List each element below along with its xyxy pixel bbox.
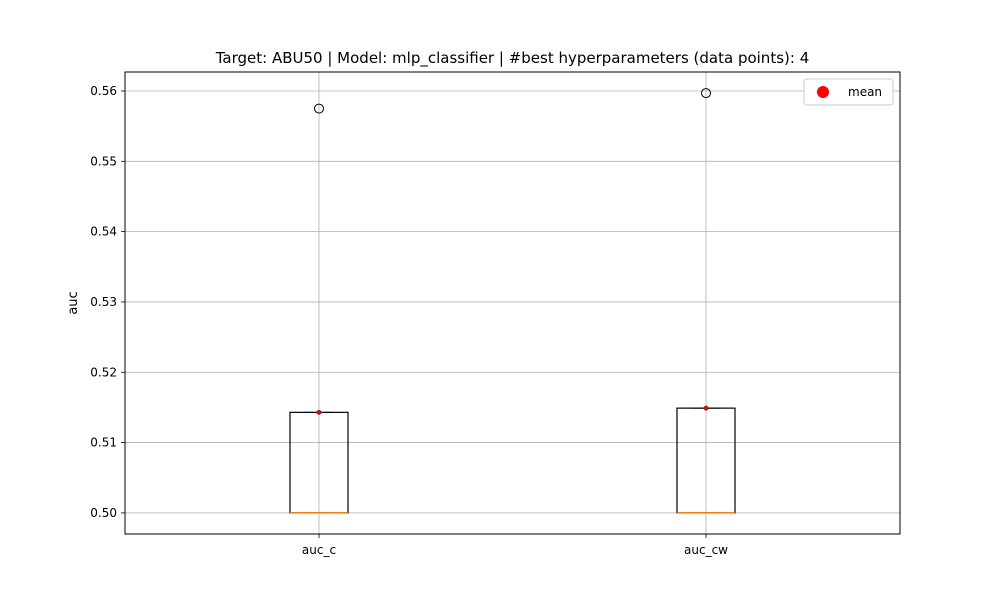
y-tick-label: 0.52 xyxy=(90,365,117,379)
legend-mean-label: mean xyxy=(848,85,882,99)
outlier-point xyxy=(701,88,711,99)
x-tick-label: auc_cw xyxy=(684,543,728,557)
boxes xyxy=(289,88,736,514)
legend: mean xyxy=(803,78,894,106)
chart-title: Target: ABU50 | Model: mlp_classifier | … xyxy=(215,49,809,68)
y-tick-label: 0.50 xyxy=(90,506,117,520)
mean-marker xyxy=(316,409,322,415)
y-tick-label: 0.51 xyxy=(90,436,117,450)
y-axis-label: auc xyxy=(66,291,81,314)
y-axis-ticks: 0.50 0.51 0.52 0.53 0.54 0.55 0.56 xyxy=(90,84,125,520)
box-auc_c xyxy=(289,103,349,514)
box-auc_cw xyxy=(676,88,736,514)
x-tick-label: auc_c xyxy=(302,543,336,557)
legend-frame xyxy=(803,78,894,106)
y-tick-label: 0.55 xyxy=(90,154,117,168)
grid-lines xyxy=(125,72,900,534)
outlier-point xyxy=(314,103,324,114)
x-axis-ticks: auc_c auc_cw xyxy=(302,534,728,557)
y-tick-label: 0.54 xyxy=(90,225,117,239)
plot-area-frame xyxy=(124,71,901,535)
legend-mean-marker xyxy=(817,86,829,98)
y-tick-label: 0.53 xyxy=(90,295,117,309)
y-tick-label: 0.56 xyxy=(90,84,117,98)
mean-marker xyxy=(703,405,709,411)
